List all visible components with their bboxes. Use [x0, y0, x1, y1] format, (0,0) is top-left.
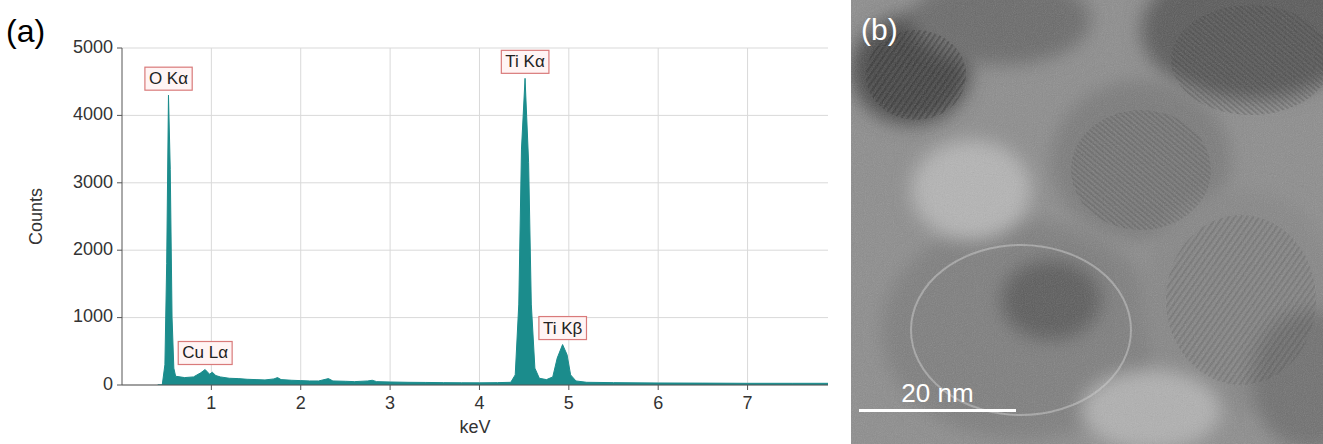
y-tick: [117, 48, 122, 49]
y-tick-label: 2000: [73, 239, 113, 259]
x-grid-line: [658, 48, 659, 385]
scale-bar: [859, 409, 1016, 412]
x-tick-label: 3: [385, 393, 395, 413]
y-tick-label: 1000: [73, 306, 113, 326]
annotation-box: [539, 317, 587, 340]
spectrum-area: [158, 78, 828, 385]
annotation-box: [178, 341, 232, 364]
y-grid-line: [122, 250, 828, 251]
x-tick: [568, 385, 569, 390]
y-tick: [117, 182, 122, 183]
x-tick-label: 1: [206, 393, 216, 413]
annotation-text: Cu Lα: [182, 343, 228, 362]
tem-background: [851, 0, 1323, 444]
x-grid-line: [211, 48, 212, 385]
x-tick: [211, 385, 212, 390]
y-grid-line: [122, 115, 828, 116]
y-grid-line: [122, 385, 828, 386]
annotation-text: O Kα: [149, 69, 188, 88]
x-axis-title: keV: [459, 417, 490, 437]
annotation-box: [145, 67, 192, 90]
x-tick-label: 4: [474, 393, 484, 413]
y-tick-label: 3000: [73, 172, 113, 192]
panel-label: (a): [6, 13, 45, 49]
y-tick-label: 4000: [73, 104, 113, 124]
x-grid-line: [300, 48, 301, 385]
y-tick: [117, 317, 122, 318]
y-axis-title: Counts: [26, 188, 46, 245]
data-group: [158, 78, 828, 385]
panel-label: (b): [861, 13, 898, 46]
x-grid-line: [747, 48, 748, 385]
tem-image: [851, 0, 1323, 444]
y-tick-label: 0: [103, 374, 113, 394]
y-tick: [117, 385, 122, 386]
annotation-text: Ti Kβ: [543, 319, 583, 338]
y-tick: [117, 115, 122, 116]
panel-b: (b) 20 nm: [851, 0, 1323, 444]
x-tick: [479, 385, 480, 390]
scale-bar-label: 20 nm: [901, 378, 973, 408]
y-grid-line: [122, 317, 828, 318]
x-tick-label: 2: [296, 393, 306, 413]
peak-annotation: O Kα: [145, 67, 192, 90]
y-grid-line: [122, 182, 828, 183]
y-tick-label: 5000: [73, 37, 113, 57]
peak-annotation: Ti Kβ: [539, 317, 587, 340]
x-tick: [390, 385, 391, 390]
tem-grain: [851, 0, 1323, 444]
x-axis-line: [122, 385, 828, 386]
peak-annotation: Cu Lα: [178, 341, 232, 364]
figure: 0 1000 2000 3000 4000 5000 1 2 3 4 5 6 7 keV Counts (a)…: [0, 0, 1323, 444]
y-axis-line: [122, 48, 123, 385]
panel-a: 0 1000 2000 3000 4000 5000 1 2 3 4 5 6 7 keV Counts (a)…: [6, 13, 828, 437]
x-tick-label: 5: [564, 393, 574, 413]
y-tick: [117, 250, 122, 251]
x-grid-line: [390, 48, 391, 385]
x-tick: [747, 385, 748, 390]
y-grid-line: [122, 48, 828, 49]
x-tick-label: 7: [743, 393, 753, 413]
annotation-text: Ti Kα: [505, 52, 545, 71]
x-tick: [300, 385, 301, 390]
x-tick: [658, 385, 659, 390]
annotation-box: [501, 50, 549, 73]
x-grid-line: [479, 48, 480, 385]
peak-annotation: Ti Kα: [501, 50, 549, 73]
x-tick-label: 6: [653, 393, 663, 413]
